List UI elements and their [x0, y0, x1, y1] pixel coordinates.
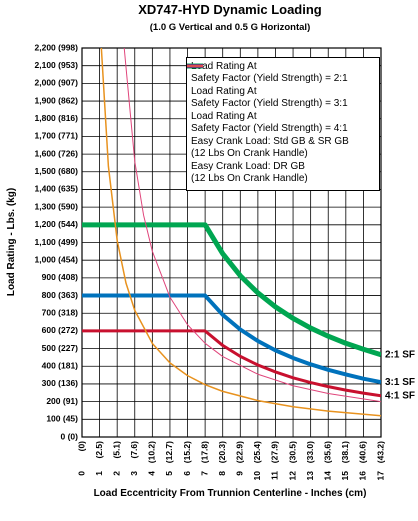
- y-tick-label: 200 (91): [46, 396, 78, 406]
- x-tick-label: 6: [182, 471, 192, 476]
- y-axis-title: Load Rating - Lbs. (kg): [6, 188, 17, 296]
- y-tick-label: 1,300 (590): [35, 201, 79, 211]
- x-tick-label: 3: [129, 471, 139, 476]
- series-end-label: 4:1 SF: [385, 390, 415, 401]
- x-tick-cm-label: (35.6): [322, 441, 332, 463]
- series-end-label: 2:1 SF: [385, 349, 415, 360]
- series-end-label: 3:1 SF: [385, 377, 415, 388]
- x-tick-label: 13: [305, 471, 315, 481]
- series-line: [100, 48, 381, 417]
- y-tick-label: 1,800 (816): [35, 113, 79, 123]
- legend-label: Load Rating At Safety Factor (Yield Stre…: [191, 61, 348, 84]
- y-tick-label: 300 (136): [42, 378, 79, 388]
- x-tick-label: 5: [164, 471, 174, 476]
- legend-entry: Load Rating At Safety Factor (Yield Stre…: [187, 61, 377, 85]
- y-tick-label: 400 (181): [42, 361, 79, 371]
- x-tick-cm-label: (10.2): [147, 441, 157, 463]
- legend-entry: Load Rating At Safety Factor (Yield Stre…: [187, 64, 377, 135]
- x-tick-label: 9: [235, 471, 245, 476]
- x-tick-cm-label: (0): [76, 441, 86, 452]
- x-tick-label: 4: [147, 471, 157, 476]
- x-tick-label: 15: [340, 471, 350, 481]
- chart-title: XD747-HYD Dynamic Loading: [138, 2, 322, 17]
- x-tick-cm-label: (30.5): [287, 441, 297, 463]
- legend-label: Load Rating At Safety Factor (Yield Stre…: [191, 86, 348, 109]
- x-tick-cm-label: (27.9): [270, 441, 280, 463]
- x-tick-label: 11: [270, 471, 280, 480]
- series-line: [82, 222, 381, 358]
- y-tick-label: 900 (408): [42, 272, 79, 282]
- x-tick-cm-label: (2.5): [94, 441, 104, 459]
- x-tick-label: 16: [358, 471, 368, 481]
- x-tick-cm-label: (33.0): [305, 441, 315, 463]
- x-tick-label: 7: [199, 471, 209, 476]
- series-line: [82, 293, 381, 385]
- x-tick-cm-label: (15.2): [182, 441, 192, 463]
- x-tick-cm-label: (38.1): [340, 441, 350, 463]
- x-tick-label: 1: [94, 471, 104, 476]
- y-tick-label: 800 (363): [42, 290, 79, 300]
- x-tick-cm-label: (17.8): [199, 441, 209, 463]
- y-tick-label: 0 (0): [61, 431, 79, 441]
- x-tick-cm-label: (5.1): [111, 441, 121, 459]
- series-line: [82, 329, 381, 398]
- y-tick-label: 1,500 (680): [35, 166, 79, 176]
- legend-swatch: [187, 65, 203, 67]
- legend-entry: Load Rating At Safety Factor (Yield Stre…: [187, 64, 377, 110]
- y-tick-label: 1,600 (726): [35, 148, 79, 158]
- x-tick-label: 17: [375, 471, 385, 481]
- y-tick-label: 1,200 (544): [35, 219, 79, 229]
- x-tick-label: 14: [322, 471, 332, 481]
- x-tick-label: 10: [252, 471, 262, 481]
- x-tick-label: 8: [217, 471, 227, 476]
- series-line: [123, 48, 381, 403]
- legend-label: Easy Crank Load: Std GB & SR GB (12 Lbs …: [191, 136, 349, 159]
- legend-entry: Easy Crank Load: Std GB & SR GB (12 Lbs …: [187, 65, 377, 160]
- plot-border: [81, 47, 382, 438]
- y-tick-label: 2,000 (907): [35, 78, 79, 88]
- chart-subtitle: (1.0 G Vertical and 0.5 G Horizontal): [150, 22, 311, 33]
- y-tick-label: 2,100 (953): [35, 60, 79, 70]
- y-tick-label: 1,700 (771): [35, 131, 79, 141]
- y-tick-label: 1,900 (862): [35, 95, 79, 105]
- y-tick-label: 1,000 (454): [35, 254, 79, 264]
- legend-label: Load Rating At Safety Factor (Yield Stre…: [191, 111, 348, 134]
- x-tick-cm-label: (40.6): [358, 441, 368, 463]
- y-tick-label: 1,400 (635): [35, 184, 79, 194]
- y-tick-label: 2,200 (998): [35, 42, 79, 52]
- x-tick-cm-label: (7.6): [129, 441, 139, 459]
- x-tick-cm-label: (25.4): [252, 441, 262, 463]
- y-tick-label: 100 (45): [46, 414, 78, 424]
- y-tick-label: 700 (318): [42, 307, 79, 317]
- x-tick-cm-label: (22.9): [235, 441, 245, 463]
- y-tick-label: 500 (227): [42, 343, 79, 353]
- x-tick-label: 2: [111, 471, 121, 476]
- x-axis-title: Load Eccentricity From Trunnion Centerli…: [94, 488, 367, 499]
- x-tick-label: 12: [287, 471, 297, 481]
- legend-entry: Easy Crank Load: DR GB (12 Lbs On Crank …: [187, 65, 377, 185]
- y-tick-label: 1,100 (499): [35, 237, 79, 247]
- x-tick-cm-label: (20.3): [217, 441, 227, 463]
- y-tick-label: 600 (272): [42, 325, 79, 335]
- x-tick-label: 0: [76, 471, 86, 476]
- x-tick-cm-label: (12.7): [164, 441, 174, 463]
- legend: Load Rating At Safety Factor (Yield Stre…: [186, 57, 380, 191]
- legend-label: Easy Crank Load: DR GB (12 Lbs On Crank …: [191, 161, 308, 184]
- x-tick-cm-label: (43.2): [375, 441, 385, 463]
